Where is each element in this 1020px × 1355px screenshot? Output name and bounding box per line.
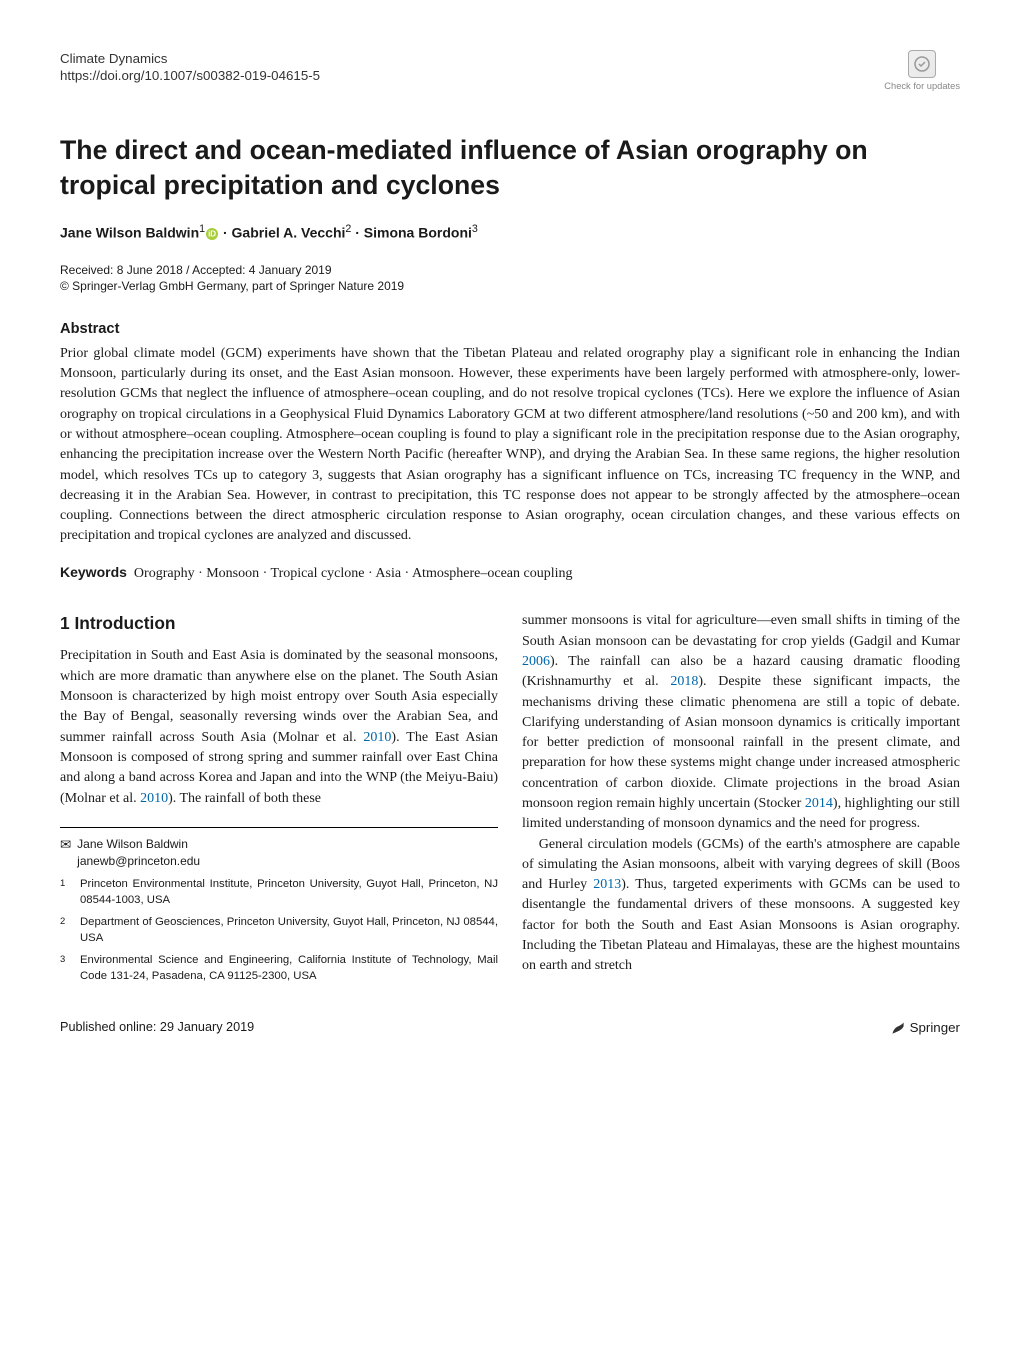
two-column-body: 1 Introduction Precipitation in South an… — [60, 611, 960, 990]
abstract-text: Prior global climate model (GCM) experim… — [60, 344, 960, 547]
publisher-name: Springer — [910, 1019, 960, 1038]
article-title: The direct and ocean-mediated influence … — [60, 133, 960, 202]
received-accepted: Received: 8 June 2018 / Accepted: 4 Janu… — [60, 262, 960, 279]
springer-horse-icon — [890, 1020, 906, 1036]
author-3-affil: 3 — [472, 223, 478, 235]
header-row: Climate Dynamics https://doi.org/10.1007… — [60, 50, 960, 93]
citation-krishnamurthy-2018[interactable]: 2018 — [670, 674, 698, 689]
affiliation-1: 1 Princeton Environmental Institute, Pri… — [60, 877, 498, 909]
affil-2-num: 2 — [60, 915, 70, 947]
citation-stocker-2014[interactable]: 2014 — [805, 796, 833, 811]
author-1-name: Jane Wilson Baldwin — [60, 225, 199, 241]
envelope-icon: ✉ — [60, 836, 71, 855]
citation-gadgil-2006[interactable]: 2006 — [522, 654, 550, 669]
intro-para-1: Precipitation in South and East Asia is … — [60, 646, 498, 808]
doi-link[interactable]: https://doi.org/10.1007/s00382-019-04615… — [60, 67, 320, 84]
keywords-text: Orography · Monsoon · Tropical cyclone ·… — [134, 566, 573, 581]
author-3-name: Simona Bordoni — [364, 225, 472, 241]
affiliation-2: 2 Department of Geosciences, Princeton U… — [60, 915, 498, 947]
author-1-affil: 1 — [199, 223, 205, 235]
left-column: 1 Introduction Precipitation in South an… — [60, 611, 498, 990]
check-updates-icon — [908, 50, 936, 78]
intro-para-2: General circulation models (GCMs) of the… — [522, 835, 960, 977]
footer-row: Published online: 29 January 2019 Spring… — [60, 1019, 960, 1038]
right-column: summer monsoons is vital for agriculture… — [522, 611, 960, 990]
citation-boos-2013[interactable]: 2013 — [593, 877, 621, 892]
affil-3-num: 3 — [60, 953, 70, 985]
author-2-affil: 2 — [345, 223, 351, 235]
corresp-name: Jane Wilson Baldwin — [77, 836, 200, 853]
keywords-label: Keywords — [60, 564, 127, 580]
abstract-heading: Abstract — [60, 319, 960, 340]
published-online: Published online: 29 January 2019 — [60, 1019, 254, 1037]
authors-line: Jane Wilson Baldwin1 · Gabriel A. Vecchi… — [60, 222, 960, 243]
corresp-email[interactable]: janewb@princeton.edu — [77, 853, 200, 870]
keywords-line: Keywords Orography · Monsoon · Tropical … — [60, 563, 960, 584]
corresponding-author: ✉ Jane Wilson Baldwin janewb@princeton.e… — [60, 836, 498, 870]
intro-para-1-cont: summer monsoons is vital for agriculture… — [522, 611, 960, 834]
citation-molnar-2010b[interactable]: 2010 — [140, 791, 168, 806]
section-1-heading: 1 Introduction — [60, 611, 498, 636]
affil-2-text: Department of Geosciences, Princeton Uni… — [80, 915, 498, 947]
affil-1-num: 1 — [60, 877, 70, 909]
affil-1-text: Princeton Environmental Institute, Princ… — [80, 877, 498, 909]
affiliation-3: 3 Environmental Science and Engineering,… — [60, 953, 498, 985]
journal-info: Climate Dynamics https://doi.org/10.1007… — [60, 50, 320, 85]
correspondence-box: ✉ Jane Wilson Baldwin janewb@princeton.e… — [60, 827, 498, 985]
article-meta: Received: 8 June 2018 / Accepted: 4 Janu… — [60, 262, 960, 296]
journal-name: Climate Dynamics — [60, 50, 320, 67]
author-2-name: Gabriel A. Vecchi — [232, 225, 346, 241]
check-updates-badge[interactable]: Check for updates — [884, 50, 960, 93]
copyright: © Springer-Verlag GmbH Germany, part of … — [60, 278, 960, 295]
citation-molnar-2010a[interactable]: 2010 — [363, 730, 391, 745]
check-updates-label: Check for updates — [884, 80, 960, 93]
affil-3-text: Environmental Science and Engineering, C… — [80, 953, 498, 985]
orcid-icon[interactable] — [206, 228, 218, 240]
springer-logo: Springer — [890, 1019, 960, 1038]
